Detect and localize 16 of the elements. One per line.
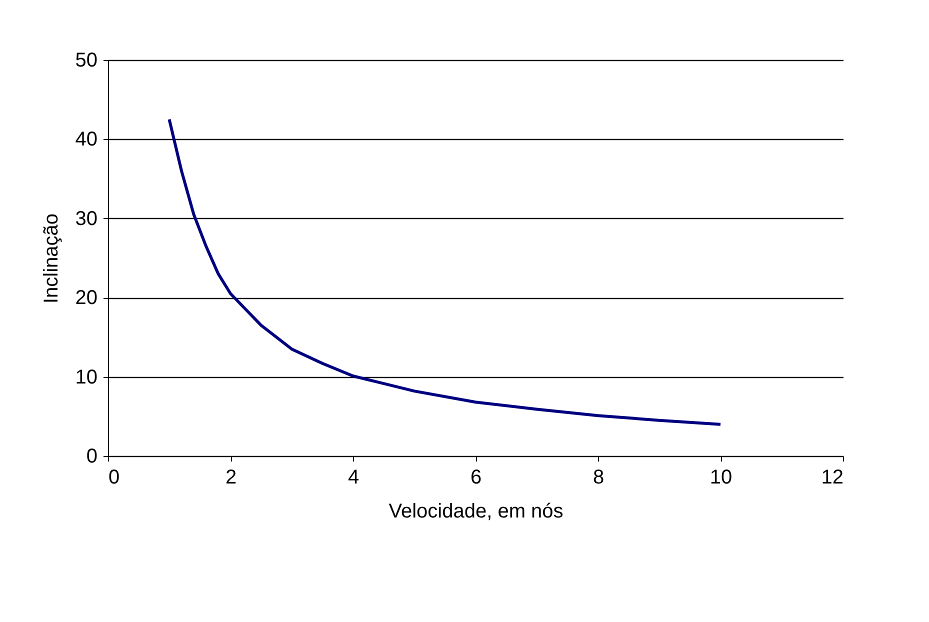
y-tick-label: 10 — [75, 366, 98, 388]
line-series — [168, 118, 722, 426]
y-tick-label: 0 — [86, 446, 98, 468]
y-axis-title: Inclinação — [40, 213, 62, 304]
x-tick-label: 10 — [710, 466, 732, 488]
x-tick-label: 6 — [470, 466, 482, 488]
y-tick-label: 50 — [75, 50, 98, 72]
x-tick-label: 0 — [108, 466, 120, 488]
x-axis-title: Velocidade, em nós — [388, 500, 564, 522]
x-tick-label: 2 — [225, 466, 237, 488]
x-tick-label: 8 — [592, 466, 604, 488]
x-tick-label: 12 — [821, 466, 844, 488]
y-tick-label: 20 — [75, 287, 98, 310]
y-tick-label: 40 — [75, 128, 98, 151]
y-tick-label: 30 — [75, 208, 98, 230]
x-tick-label: 4 — [348, 466, 360, 488]
